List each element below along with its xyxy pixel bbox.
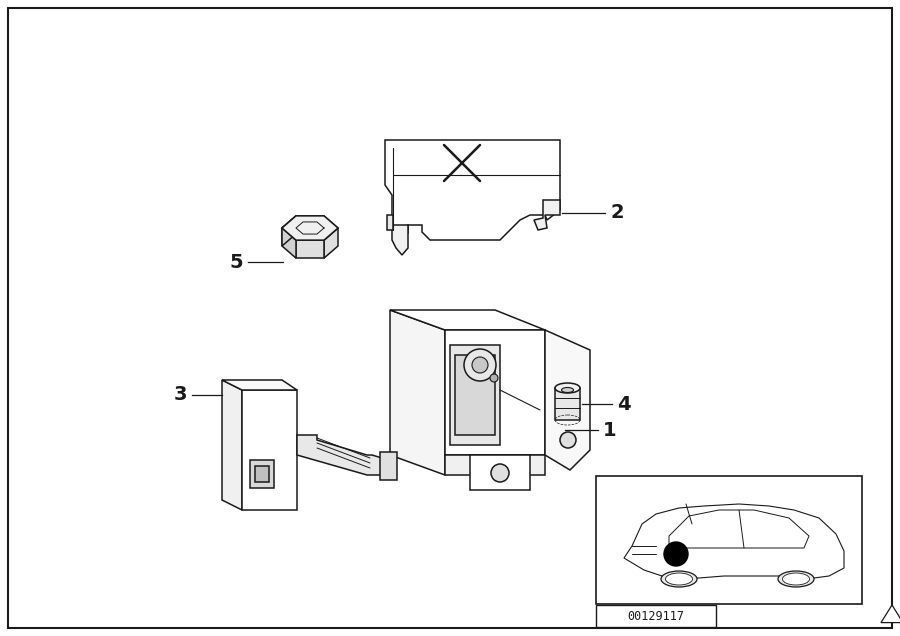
Polygon shape — [380, 452, 397, 480]
Polygon shape — [470, 455, 530, 490]
Text: 1: 1 — [603, 420, 616, 439]
Text: 5: 5 — [230, 252, 243, 272]
Polygon shape — [669, 510, 809, 548]
Circle shape — [472, 357, 488, 373]
Polygon shape — [222, 380, 297, 390]
Ellipse shape — [562, 387, 573, 392]
Polygon shape — [242, 390, 297, 510]
Polygon shape — [450, 345, 500, 445]
Polygon shape — [545, 330, 590, 470]
Polygon shape — [250, 460, 274, 488]
Circle shape — [464, 349, 496, 381]
Polygon shape — [390, 310, 545, 330]
Polygon shape — [282, 228, 296, 258]
Polygon shape — [445, 330, 545, 455]
Polygon shape — [296, 240, 324, 258]
Polygon shape — [297, 435, 382, 475]
Ellipse shape — [661, 571, 697, 587]
Polygon shape — [255, 466, 269, 482]
Polygon shape — [445, 455, 545, 475]
Text: 4: 4 — [617, 394, 631, 413]
Text: 00129117: 00129117 — [627, 609, 685, 623]
Polygon shape — [324, 228, 338, 258]
Polygon shape — [392, 225, 408, 255]
Ellipse shape — [555, 383, 580, 393]
Polygon shape — [881, 605, 900, 623]
Polygon shape — [387, 215, 393, 230]
Bar — [596, 605, 716, 627]
Circle shape — [490, 374, 498, 382]
Polygon shape — [624, 504, 844, 578]
Circle shape — [560, 432, 576, 448]
Ellipse shape — [665, 573, 692, 585]
Ellipse shape — [782, 573, 809, 585]
Bar — [596, 476, 862, 604]
Polygon shape — [390, 310, 445, 475]
Polygon shape — [385, 140, 560, 240]
Polygon shape — [455, 355, 495, 435]
Polygon shape — [282, 216, 338, 240]
Polygon shape — [282, 216, 338, 240]
Polygon shape — [555, 388, 580, 420]
Text: 3: 3 — [174, 385, 187, 404]
Text: 2: 2 — [610, 204, 624, 223]
Circle shape — [491, 464, 509, 482]
Ellipse shape — [778, 571, 814, 587]
Circle shape — [664, 542, 688, 566]
Polygon shape — [534, 200, 560, 230]
Polygon shape — [222, 380, 242, 510]
Polygon shape — [282, 216, 296, 246]
